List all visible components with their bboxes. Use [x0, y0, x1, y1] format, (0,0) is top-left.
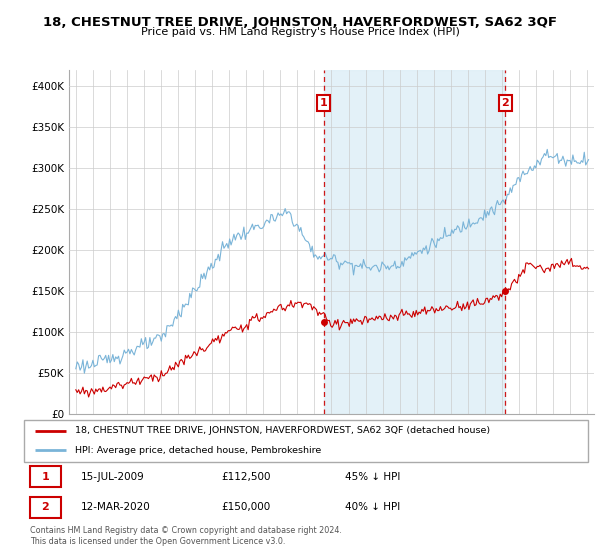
Text: 1: 1	[41, 472, 49, 482]
Text: 12-MAR-2020: 12-MAR-2020	[80, 502, 150, 512]
Text: 18, CHESTNUT TREE DRIVE, JOHNSTON, HAVERFORDWEST, SA62 3QF: 18, CHESTNUT TREE DRIVE, JOHNSTON, HAVER…	[43, 16, 557, 29]
Text: Contains HM Land Registry data © Crown copyright and database right 2024.
This d: Contains HM Land Registry data © Crown c…	[30, 526, 342, 546]
FancyBboxPatch shape	[24, 420, 588, 462]
Text: 2: 2	[502, 98, 509, 108]
FancyBboxPatch shape	[29, 497, 61, 517]
Text: £150,000: £150,000	[221, 502, 271, 512]
Text: HPI: Average price, detached house, Pembrokeshire: HPI: Average price, detached house, Pemb…	[75, 446, 321, 455]
Text: 18, CHESTNUT TREE DRIVE, JOHNSTON, HAVERFORDWEST, SA62 3QF (detached house): 18, CHESTNUT TREE DRIVE, JOHNSTON, HAVER…	[75, 426, 490, 435]
Text: 40% ↓ HPI: 40% ↓ HPI	[346, 502, 401, 512]
Text: £112,500: £112,500	[221, 472, 271, 482]
Text: Price paid vs. HM Land Registry's House Price Index (HPI): Price paid vs. HM Land Registry's House …	[140, 27, 460, 37]
Text: 15-JUL-2009: 15-JUL-2009	[80, 472, 144, 482]
FancyBboxPatch shape	[29, 466, 61, 487]
Text: 1: 1	[320, 98, 328, 108]
Bar	[323, 70, 505, 414]
Text: 45% ↓ HPI: 45% ↓ HPI	[346, 472, 401, 482]
Text: 2: 2	[41, 502, 49, 512]
